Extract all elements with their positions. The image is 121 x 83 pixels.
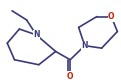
Text: N: N bbox=[33, 30, 40, 39]
Text: O: O bbox=[108, 12, 115, 21]
Text: O: O bbox=[67, 72, 73, 81]
Text: N: N bbox=[81, 41, 88, 50]
